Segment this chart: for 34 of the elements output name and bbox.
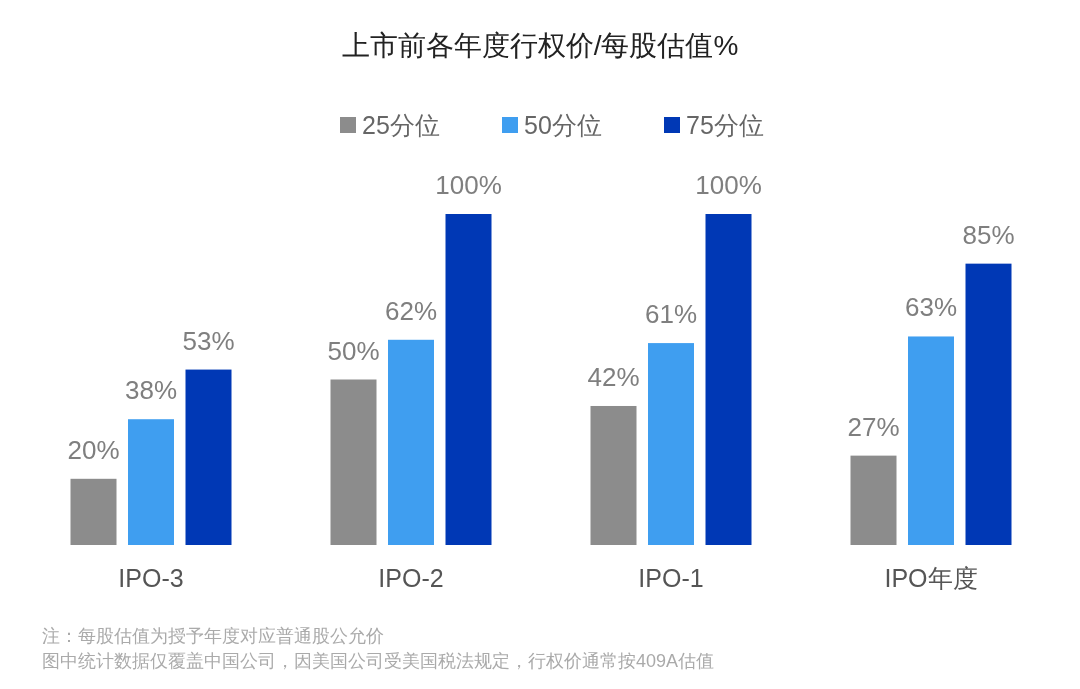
x-tick-label: IPO年度	[884, 564, 978, 592]
chart-title: 上市前各年度行权价/每股估值%	[341, 30, 739, 61]
legend-label: 75分位	[686, 111, 764, 139]
data-label: 100%	[435, 170, 502, 200]
bar	[330, 379, 377, 545]
data-label: 50%	[327, 335, 380, 366]
bar	[908, 336, 954, 545]
data-label: 100%	[695, 170, 762, 200]
bar	[185, 369, 232, 545]
x-tick-label: IPO-3	[118, 564, 184, 592]
bar	[590, 405, 637, 545]
data-label: 63%	[904, 292, 958, 323]
bar	[705, 214, 752, 545]
bar	[648, 343, 694, 545]
bar	[128, 419, 174, 545]
data-label: 42%	[587, 361, 640, 392]
bar	[388, 339, 434, 545]
bar	[850, 455, 897, 545]
data-label: 53%	[182, 325, 235, 356]
bar	[965, 263, 1012, 545]
text: 注：每股估值为授予年度对应普通股公允价	[42, 626, 384, 646]
x-tick-label: IPO-1	[638, 564, 704, 592]
data-label: 62%	[384, 295, 438, 326]
data-label: 85%	[962, 219, 1015, 250]
data-label: 61%	[644, 299, 698, 330]
data-label: 38%	[124, 375, 178, 406]
data-label: 20%	[67, 434, 120, 465]
data-label: 27%	[847, 411, 900, 442]
legend-label: 25分位	[362, 111, 440, 139]
x-tick-label: IPO-2	[378, 564, 444, 592]
bar	[445, 214, 492, 545]
bar	[70, 478, 117, 545]
legend-label: 50分位	[524, 111, 602, 139]
text: 图中统计数据仅覆盖中国公司，因美国公司受美国税法规定，行权价通常按409A估值	[42, 651, 715, 671]
